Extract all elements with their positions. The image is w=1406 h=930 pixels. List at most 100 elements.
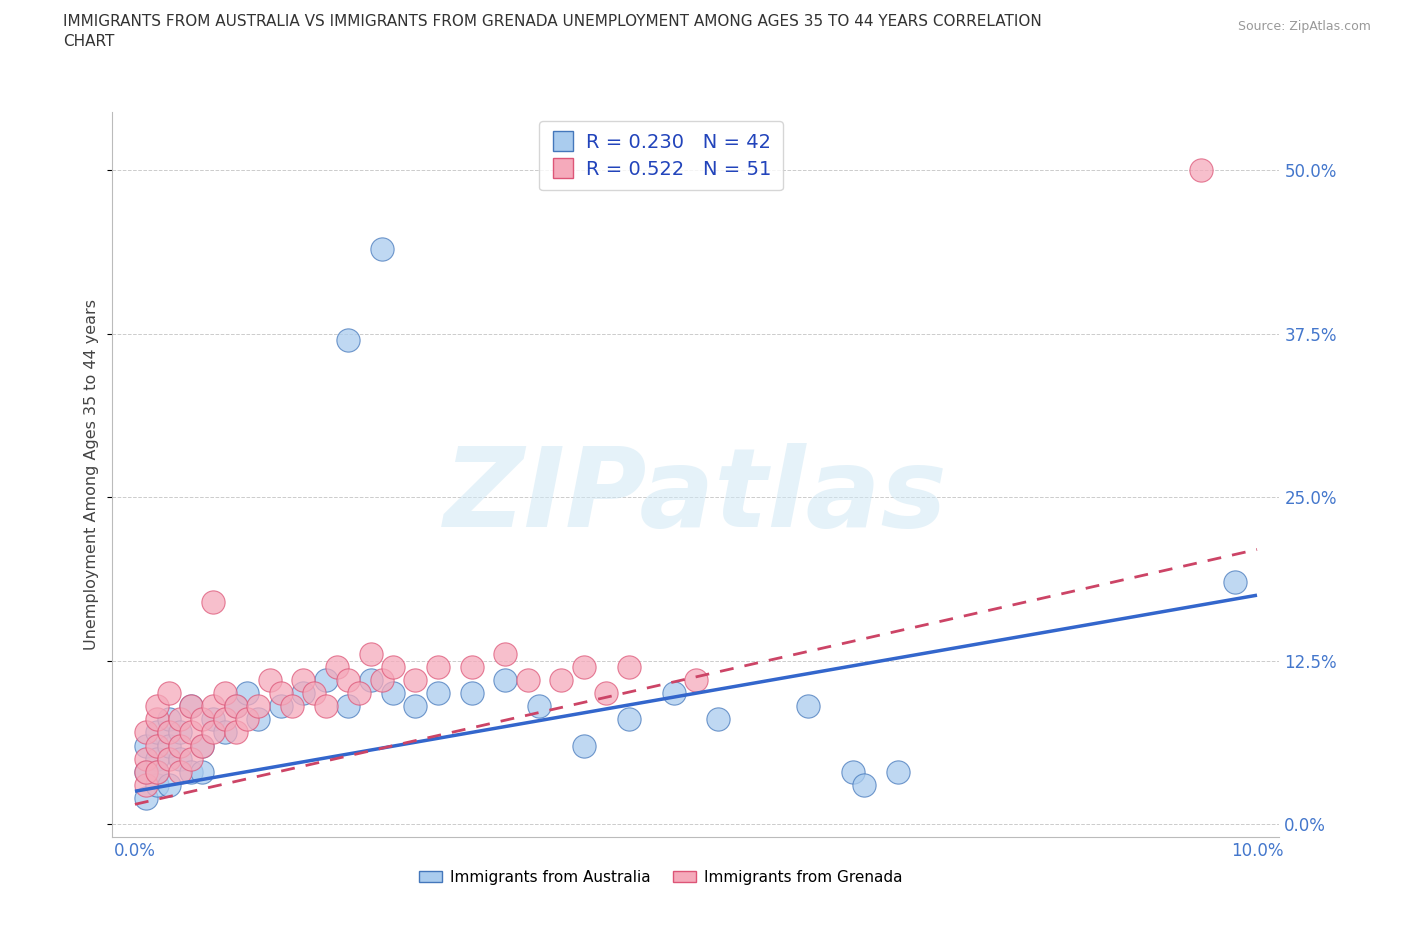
Point bbox=[426, 659, 449, 674]
Point bbox=[292, 672, 315, 687]
Point bbox=[550, 672, 572, 687]
Point bbox=[337, 333, 360, 348]
Point bbox=[135, 725, 157, 740]
Point bbox=[180, 725, 202, 740]
Point bbox=[146, 777, 169, 792]
Point bbox=[202, 594, 225, 609]
Point bbox=[842, 764, 865, 779]
Point bbox=[135, 790, 157, 805]
Point bbox=[617, 659, 640, 674]
Point bbox=[157, 777, 180, 792]
Point bbox=[360, 672, 382, 687]
Point bbox=[146, 764, 169, 779]
Point bbox=[202, 698, 225, 713]
Text: IMMIGRANTS FROM AUSTRALIA VS IMMIGRANTS FROM GRENADA UNEMPLOYMENT AMONG AGES 35 : IMMIGRANTS FROM AUSTRALIA VS IMMIGRANTS … bbox=[63, 14, 1042, 29]
Point bbox=[315, 698, 337, 713]
Point bbox=[214, 725, 236, 740]
Point bbox=[135, 764, 157, 779]
Point bbox=[887, 764, 910, 779]
Point bbox=[191, 764, 214, 779]
Point bbox=[360, 646, 382, 661]
Point bbox=[516, 672, 538, 687]
Point bbox=[169, 751, 191, 766]
Point bbox=[146, 712, 169, 727]
Point bbox=[281, 698, 304, 713]
Point bbox=[135, 751, 157, 766]
Point bbox=[214, 712, 236, 727]
Point bbox=[236, 685, 259, 700]
Point bbox=[382, 659, 405, 674]
Point bbox=[180, 698, 202, 713]
Point bbox=[146, 738, 169, 753]
Point bbox=[707, 712, 730, 727]
Point bbox=[202, 725, 225, 740]
Point bbox=[169, 712, 191, 727]
Point bbox=[180, 751, 202, 766]
Point bbox=[270, 685, 292, 700]
Point bbox=[135, 777, 157, 792]
Point bbox=[527, 698, 550, 713]
Point bbox=[214, 685, 236, 700]
Point bbox=[371, 672, 394, 687]
Point bbox=[236, 712, 259, 727]
Point bbox=[349, 685, 371, 700]
Point bbox=[494, 646, 516, 661]
Point bbox=[685, 672, 707, 687]
Legend: Immigrants from Australia, Immigrants from Grenada: Immigrants from Australia, Immigrants fr… bbox=[413, 864, 908, 891]
Point bbox=[797, 698, 820, 713]
Point bbox=[595, 685, 617, 700]
Point bbox=[135, 764, 157, 779]
Point bbox=[202, 712, 225, 727]
Point bbox=[180, 764, 202, 779]
Point bbox=[247, 712, 270, 727]
Point bbox=[157, 712, 180, 727]
Point bbox=[572, 738, 595, 753]
Point bbox=[157, 725, 180, 740]
Point bbox=[1189, 163, 1212, 178]
Point bbox=[460, 659, 482, 674]
Point bbox=[494, 672, 516, 687]
Point bbox=[225, 725, 247, 740]
Point bbox=[247, 698, 270, 713]
Point bbox=[225, 698, 247, 713]
Point bbox=[259, 672, 281, 687]
Point bbox=[157, 738, 180, 753]
Point bbox=[169, 725, 191, 740]
Point bbox=[292, 685, 315, 700]
Point bbox=[662, 685, 685, 700]
Point bbox=[1223, 575, 1246, 590]
Point bbox=[191, 738, 214, 753]
Point bbox=[315, 672, 337, 687]
Point bbox=[304, 685, 326, 700]
Y-axis label: Unemployment Among Ages 35 to 44 years: Unemployment Among Ages 35 to 44 years bbox=[84, 299, 100, 650]
Point bbox=[146, 764, 169, 779]
Point bbox=[191, 712, 214, 727]
Point bbox=[169, 738, 191, 753]
Text: CHART: CHART bbox=[63, 34, 115, 49]
Point bbox=[135, 738, 157, 753]
Point bbox=[371, 242, 394, 257]
Point bbox=[146, 751, 169, 766]
Point bbox=[460, 685, 482, 700]
Point bbox=[337, 698, 360, 713]
Point bbox=[853, 777, 876, 792]
Point bbox=[382, 685, 405, 700]
Text: Source: ZipAtlas.com: Source: ZipAtlas.com bbox=[1237, 20, 1371, 33]
Point bbox=[191, 738, 214, 753]
Point bbox=[270, 698, 292, 713]
Point bbox=[169, 764, 191, 779]
Point bbox=[617, 712, 640, 727]
Point bbox=[225, 698, 247, 713]
Point bbox=[146, 725, 169, 740]
Point bbox=[180, 698, 202, 713]
Point bbox=[157, 685, 180, 700]
Point bbox=[146, 698, 169, 713]
Point bbox=[337, 672, 360, 687]
Point bbox=[326, 659, 349, 674]
Point bbox=[404, 672, 426, 687]
Point bbox=[426, 685, 449, 700]
Point bbox=[572, 659, 595, 674]
Point bbox=[157, 751, 180, 766]
Text: ZIPatlas: ZIPatlas bbox=[444, 443, 948, 550]
Point bbox=[404, 698, 426, 713]
